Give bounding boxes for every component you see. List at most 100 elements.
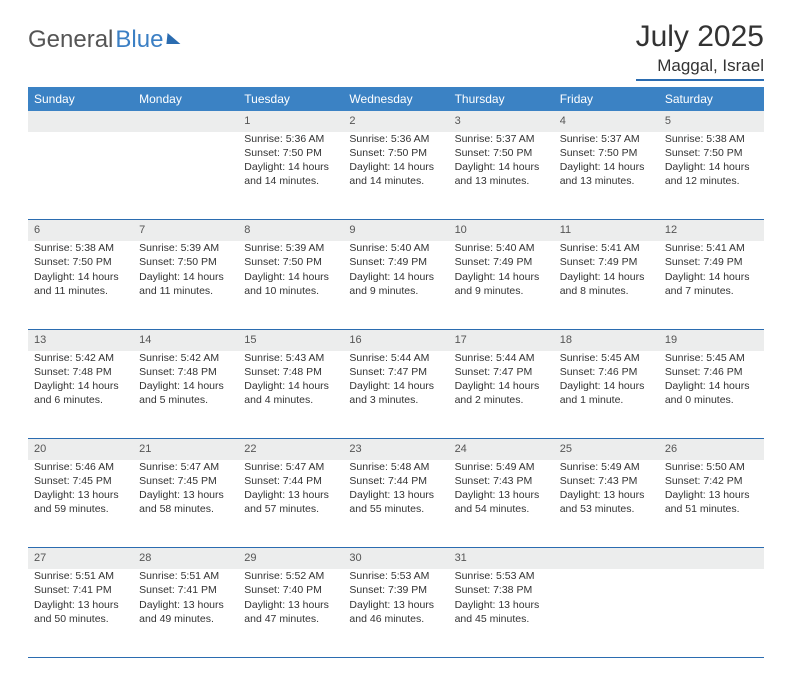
sunrise-text: Sunrise: 5:40 AM (349, 241, 442, 255)
day-number: 20 (28, 439, 133, 460)
day-cell: Sunrise: 5:47 AMSunset: 7:44 PMDaylight:… (238, 460, 343, 548)
sunrise-text: Sunrise: 5:41 AM (560, 241, 653, 255)
day-cell: Sunrise: 5:38 AMSunset: 7:50 PMDaylight:… (659, 132, 764, 220)
sunset-text: Sunset: 7:39 PM (349, 583, 442, 597)
sunset-text: Sunset: 7:49 PM (455, 255, 548, 269)
day-number: 5 (659, 111, 764, 132)
day-number: 31 (449, 548, 554, 569)
month-title: July 2025 (636, 20, 764, 54)
sunrise-text: Sunrise: 5:41 AM (665, 241, 758, 255)
sunset-text: Sunset: 7:49 PM (665, 255, 758, 269)
day-cell: Sunrise: 5:39 AMSunset: 7:50 PMDaylight:… (133, 241, 238, 329)
location-label: Maggal, Israel (636, 56, 764, 81)
sunset-text: Sunset: 7:43 PM (560, 474, 653, 488)
day-number: 13 (28, 329, 133, 350)
sunset-text: Sunset: 7:48 PM (34, 365, 127, 379)
daylight-text: Daylight: 14 hours and 1 minute. (560, 379, 653, 407)
day-cell (659, 569, 764, 657)
day-data-row: Sunrise: 5:36 AMSunset: 7:50 PMDaylight:… (28, 132, 764, 220)
day-cell: Sunrise: 5:48 AMSunset: 7:44 PMDaylight:… (343, 460, 448, 548)
weekday-sunday: Sunday (28, 87, 133, 111)
daylight-text: Daylight: 14 hours and 11 minutes. (139, 270, 232, 298)
daylight-text: Daylight: 14 hours and 13 minutes. (455, 160, 548, 188)
day-cell: Sunrise: 5:37 AMSunset: 7:50 PMDaylight:… (449, 132, 554, 220)
sunrise-text: Sunrise: 5:42 AM (139, 351, 232, 365)
sunset-text: Sunset: 7:50 PM (560, 146, 653, 160)
sunrise-text: Sunrise: 5:44 AM (455, 351, 548, 365)
day-cell: Sunrise: 5:37 AMSunset: 7:50 PMDaylight:… (554, 132, 659, 220)
sunset-text: Sunset: 7:50 PM (455, 146, 548, 160)
day-number: 1 (238, 111, 343, 132)
day-cell: Sunrise: 5:44 AMSunset: 7:47 PMDaylight:… (343, 351, 448, 439)
day-number: 25 (554, 439, 659, 460)
daylight-text: Daylight: 14 hours and 7 minutes. (665, 270, 758, 298)
day-number: 27 (28, 548, 133, 569)
day-cell: Sunrise: 5:38 AMSunset: 7:50 PMDaylight:… (28, 241, 133, 329)
logo-text-2: Blue (115, 26, 163, 54)
sunset-text: Sunset: 7:46 PM (560, 365, 653, 379)
day-number: 7 (133, 220, 238, 241)
day-number: 2 (343, 111, 448, 132)
sunrise-text: Sunrise: 5:45 AM (665, 351, 758, 365)
weekday-saturday: Saturday (659, 87, 764, 111)
weekday-tuesday: Tuesday (238, 87, 343, 111)
weekday-header-row: Sunday Monday Tuesday Wednesday Thursday… (28, 87, 764, 111)
day-number (133, 111, 238, 132)
sunrise-text: Sunrise: 5:48 AM (349, 460, 442, 474)
daylight-text: Daylight: 13 hours and 55 minutes. (349, 488, 442, 516)
day-number: 3 (449, 111, 554, 132)
sunrise-text: Sunrise: 5:47 AM (244, 460, 337, 474)
sunrise-text: Sunrise: 5:46 AM (34, 460, 127, 474)
daylight-text: Daylight: 13 hours and 53 minutes. (560, 488, 653, 516)
day-number: 17 (449, 329, 554, 350)
sunrise-text: Sunrise: 5:53 AM (349, 569, 442, 583)
weekday-wednesday: Wednesday (343, 87, 448, 111)
sunset-text: Sunset: 7:40 PM (244, 583, 337, 597)
daynum-row: 12345 (28, 111, 764, 132)
sunrise-text: Sunrise: 5:36 AM (244, 132, 337, 146)
day-data-row: Sunrise: 5:42 AMSunset: 7:48 PMDaylight:… (28, 351, 764, 439)
day-number: 12 (659, 220, 764, 241)
sunset-text: Sunset: 7:50 PM (665, 146, 758, 160)
sunset-text: Sunset: 7:45 PM (34, 474, 127, 488)
header: GeneralBlue July 2025 Maggal, Israel (28, 20, 764, 81)
day-cell: Sunrise: 5:47 AMSunset: 7:45 PMDaylight:… (133, 460, 238, 548)
day-number: 10 (449, 220, 554, 241)
sunset-text: Sunset: 7:50 PM (349, 146, 442, 160)
daylight-text: Daylight: 14 hours and 5 minutes. (139, 379, 232, 407)
day-data-row: Sunrise: 5:38 AMSunset: 7:50 PMDaylight:… (28, 241, 764, 329)
sunrise-text: Sunrise: 5:36 AM (349, 132, 442, 146)
day-cell (554, 569, 659, 657)
sunrise-text: Sunrise: 5:42 AM (34, 351, 127, 365)
daylight-text: Daylight: 13 hours and 58 minutes. (139, 488, 232, 516)
sunset-text: Sunset: 7:50 PM (244, 255, 337, 269)
daylight-text: Daylight: 14 hours and 9 minutes. (455, 270, 548, 298)
day-data-row: Sunrise: 5:46 AMSunset: 7:45 PM Daylight:… (28, 460, 764, 548)
daynum-row: 6789101112 (28, 220, 764, 241)
day-number (659, 548, 764, 569)
sunset-text: Sunset: 7:42 PM (665, 474, 758, 488)
day-cell: Sunrise: 5:50 AMSunset: 7:42 PMDaylight:… (659, 460, 764, 548)
day-number: 29 (238, 548, 343, 569)
sunset-text: Sunset: 7:44 PM (244, 474, 337, 488)
weekday-thursday: Thursday (449, 87, 554, 111)
day-cell: Sunrise: 5:52 AMSunset: 7:40 PMDaylight:… (238, 569, 343, 657)
daynum-row: 20212223242526 (28, 439, 764, 460)
daylight-text: Daylight: 14 hours and 14 minutes. (349, 160, 442, 188)
calendar-table: Sunday Monday Tuesday Wednesday Thursday… (28, 87, 764, 658)
daylight-text: Daylight: 14 hours and 6 minutes. (34, 379, 127, 407)
weekday-monday: Monday (133, 87, 238, 111)
sunrise-text: Sunrise: 5:37 AM (455, 132, 548, 146)
day-cell: Sunrise: 5:36 AMSunset: 7:50 PMDaylight:… (238, 132, 343, 220)
day-number: 9 (343, 220, 448, 241)
day-cell: Sunrise: 5:46 AMSunset: 7:45 PMDaylight:… (28, 460, 133, 548)
sunset-text: Sunset: 7:41 PM (34, 583, 127, 597)
sunrise-text: Sunrise: 5:49 AM (560, 460, 653, 474)
title-block: July 2025 Maggal, Israel (636, 20, 764, 81)
day-cell: Sunrise: 5:40 AMSunset: 7:49 PMDaylight:… (449, 241, 554, 329)
day-number: 15 (238, 329, 343, 350)
daylight-text: Daylight: 14 hours and 9 minutes. (349, 270, 442, 298)
daynum-row: 2728293031 (28, 548, 764, 569)
logo-text-1: General (28, 26, 113, 54)
day-number: 4 (554, 111, 659, 132)
